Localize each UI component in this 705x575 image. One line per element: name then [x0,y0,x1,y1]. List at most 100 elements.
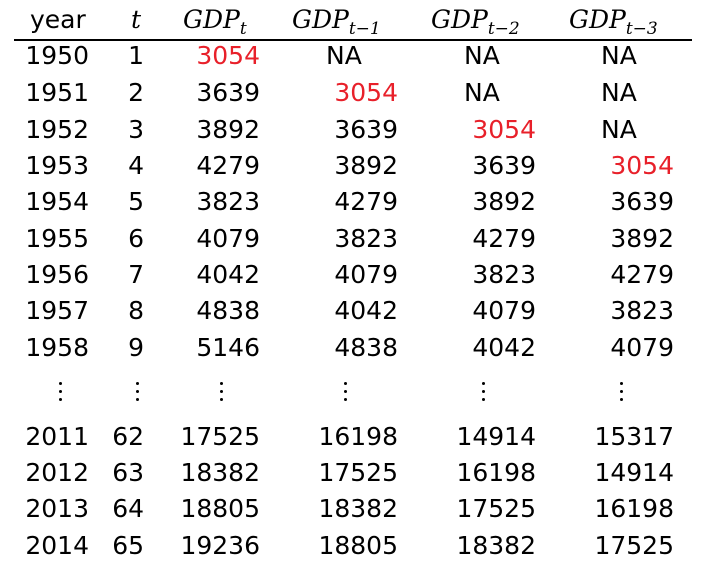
cell-gdp-t-minus-3: 3639 [610,187,674,216]
cell-gdp-t-minus-2: NA [464,41,500,70]
ellipsis-year [56,376,64,416]
cell-year: 1952 [25,115,89,144]
cell-gdp-t-minus-3: NA [601,78,637,107]
cell-year: 2011 [25,422,89,451]
cell-gdp-t: 18382 [180,458,260,487]
cell-gdp-t: 5146 [196,333,260,362]
cell-gdp-t: 19236 [180,531,260,560]
cell-gdp-t-minus-1: 4079 [334,260,398,289]
cell-gdp-t-minus-3: NA [601,41,637,70]
cell-gdp-t-minus-2: 3054 [472,115,536,144]
cell-t: 63 [112,458,144,487]
cell-gdp-t: 4838 [196,296,260,325]
ellipsis-t [133,376,141,416]
cell-t: 62 [112,422,144,451]
cell-year: 2013 [25,494,89,523]
cell-gdp-t-minus-3: 3823 [610,296,674,325]
cell-year: 1953 [25,151,89,180]
header-t: t [131,5,142,34]
cell-year: 1957 [25,296,89,325]
cell-year: 1958 [25,333,89,362]
cell-gdp-t: 4042 [196,260,260,289]
cell-gdp-t: 18805 [180,494,260,523]
cell-gdp-t-minus-2: 17525 [456,494,536,523]
cell-gdp-t-minus-2: 16198 [456,458,536,487]
ellipsis-gdp-t [217,376,225,416]
cell-t: 3 [128,115,144,144]
cell-year: 1955 [25,224,89,253]
cell-gdp-t-minus-2: NA [464,78,500,107]
ellipsis-gdp-t-minus-2 [479,376,487,416]
cell-t: 65 [112,531,144,560]
cell-gdp-t-minus-3: 17525 [594,531,674,560]
cell-gdp-t-minus-1: 16198 [318,422,398,451]
cell-gdp-t-minus-3: 4279 [610,260,674,289]
cell-gdp-t-minus-2: 14914 [456,422,536,451]
cell-gdp-t: 3054 [196,41,260,70]
cell-t: 7 [128,260,144,289]
cell-gdp-t-minus-1: 3054 [334,78,398,107]
cell-gdp-t-minus-1: 18382 [318,494,398,523]
cell-t: 64 [112,494,144,523]
cell-t: 6 [128,224,144,253]
header-gdp-t-minus-3-base: GDP [569,5,626,34]
header-gdp-t-minus-2: GDPt−2 [431,0,520,40]
cell-gdp-t-minus-3: 15317 [594,422,674,451]
cell-t: 1 [128,41,144,70]
cell-gdp-t: 4279 [196,151,260,180]
cell-gdp-t: 4079 [196,224,260,253]
cell-gdp-t-minus-1: 3639 [334,115,398,144]
cell-t: 9 [128,333,144,362]
cell-gdp-t-minus-2: 3823 [472,260,536,289]
cell-t: 8 [128,296,144,325]
header-gdp-t-minus-2-sub: t−2 [487,19,520,39]
cell-t: 5 [128,187,144,216]
cell-gdp-t-minus-1: 4279 [334,187,398,216]
cell-gdp-t-minus-2: 4079 [472,296,536,325]
cell-gdp-t-minus-3: 4079 [610,333,674,362]
cell-year: 1950 [25,41,89,70]
header-rule [14,39,692,41]
cell-gdp-t-minus-1: 17525 [318,458,398,487]
cell-year: 1954 [25,187,89,216]
cell-t: 4 [128,151,144,180]
header-gdp-t-minus-1-base: GDP [292,5,349,34]
cell-gdp-t-minus-1: 3892 [334,151,398,180]
header-gdp-t-minus-3: GDPt−3 [569,0,658,40]
header-gdp-t: GDPt [183,0,247,40]
cell-gdp-t-minus-2: 3892 [472,187,536,216]
cell-gdp-t: 3823 [196,187,260,216]
cell-gdp-t-minus-3: NA [601,115,637,144]
cell-t: 2 [128,78,144,107]
cell-gdp-t-minus-1: 4042 [334,296,398,325]
cell-gdp-t-minus-1: NA [326,41,362,70]
cell-gdp-t-minus-1: 18805 [318,531,398,560]
cell-year: 2012 [25,458,89,487]
header-gdp-t-minus-2-base: GDP [431,5,488,34]
cell-gdp-t-minus-1: 3823 [334,224,398,253]
cell-year: 1951 [25,78,89,107]
cell-gdp-t-minus-2: 3639 [472,151,536,180]
cell-gdp-t-minus-3: 3892 [610,224,674,253]
header-gdp-t-base: GDP [183,5,240,34]
ellipsis-gdp-t-minus-3 [617,376,625,416]
header-gdp-t-minus-1-sub: t−1 [348,19,381,39]
cell-year: 1956 [25,260,89,289]
cell-gdp-t-minus-3: 16198 [594,494,674,523]
cell-gdp-t-minus-2: 18382 [456,531,536,560]
cell-gdp-t-minus-1: 4838 [334,333,398,362]
cell-year: 2014 [25,531,89,560]
header-gdp-t-sub: t [239,19,247,39]
cell-gdp-t-minus-2: 4042 [472,333,536,362]
cell-gdp-t: 3892 [196,115,260,144]
ellipsis-gdp-t-minus-1 [341,376,349,416]
cell-gdp-t: 3639 [196,78,260,107]
cell-gdp-t-minus-3: 14914 [594,458,674,487]
header-year: year [30,5,86,34]
cell-gdp-t: 17525 [180,422,260,451]
header-gdp-t-minus-3-sub: t−3 [625,19,658,39]
cell-gdp-t-minus-2: 4279 [472,224,536,253]
header-gdp-t-minus-1: GDPt−1 [292,0,381,40]
cell-gdp-t-minus-3: 3054 [610,151,674,180]
